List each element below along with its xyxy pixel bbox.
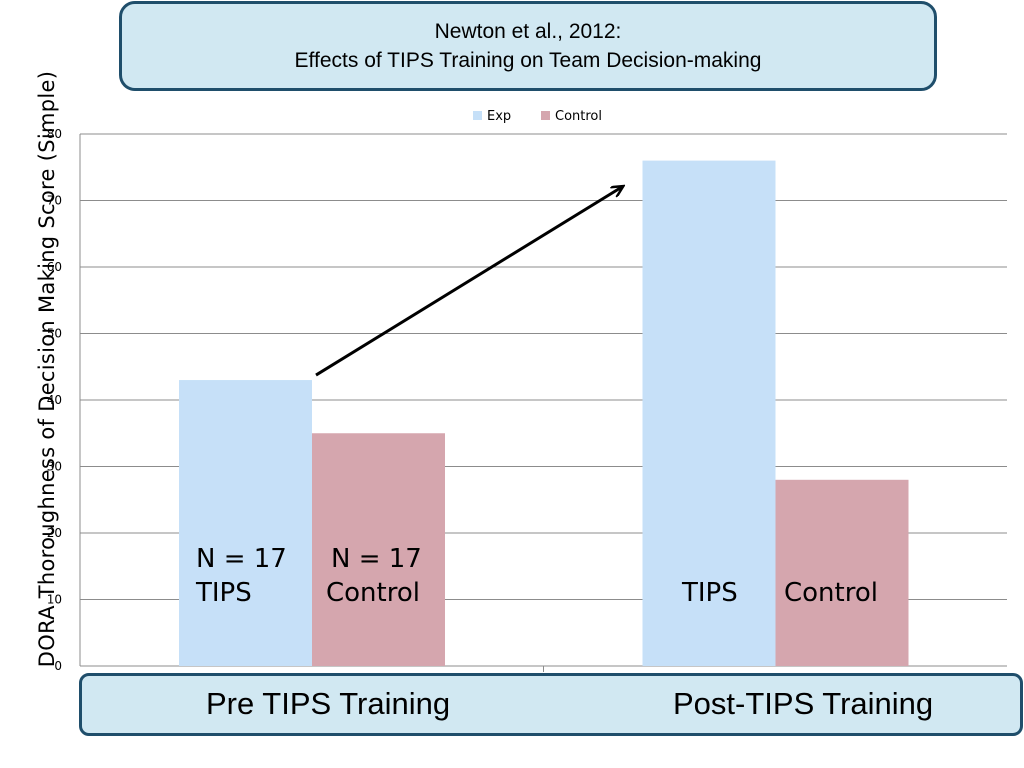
y-tick-label-0: 0	[54, 659, 62, 673]
legend-swatch-control	[541, 111, 550, 120]
annotation-pre-exp-n: N = 17	[196, 544, 287, 574]
legend-label-control: Control	[555, 109, 602, 124]
trend-arrow	[315, 187, 623, 377]
legend-label-exp: Exp	[487, 109, 511, 124]
category-box: Pre TIPS Training Post-TIPS Training	[79, 673, 1023, 736]
title-line-1: Newton et al., 2012:	[434, 20, 622, 43]
annotation-post-control-label: Control	[784, 578, 878, 608]
y-tick-label-10: 10	[47, 593, 62, 607]
title-line-2: Effects of TIPS Training on Team Decisio…	[294, 49, 762, 72]
y-tick-label-20: 20	[47, 526, 62, 540]
y-tick-label-70: 70	[47, 194, 62, 208]
title-box: Newton et al., 2012: Effects of TIPS Tra…	[119, 1, 937, 91]
annotation-pre-control-n: N = 17	[331, 544, 422, 574]
legend-swatch-exp	[473, 111, 482, 120]
annotation-pre-control-label: Control	[326, 578, 420, 608]
y-tick-label-50: 50	[47, 327, 62, 341]
y-tick-label-30: 30	[47, 460, 62, 474]
bar-post-exp	[642, 160, 776, 666]
y-tick-label-40: 40	[47, 393, 62, 407]
annotation-pre-exp-label: TIPS	[195, 578, 252, 608]
bar-pre-control	[312, 433, 445, 666]
category-label-post: Post-TIPS Training	[673, 686, 934, 721]
annotation-post-exp-label: TIPS	[681, 578, 738, 608]
y-axis-label: DORA Thoroughness of Decision Making Sco…	[35, 70, 59, 668]
category-label-pre: Pre TIPS Training	[206, 686, 451, 721]
bar-pre-exp	[179, 380, 312, 666]
bar-post-control	[775, 479, 909, 666]
y-tick-label-60: 60	[47, 260, 62, 274]
y-tick-label-80: 80	[47, 127, 62, 141]
